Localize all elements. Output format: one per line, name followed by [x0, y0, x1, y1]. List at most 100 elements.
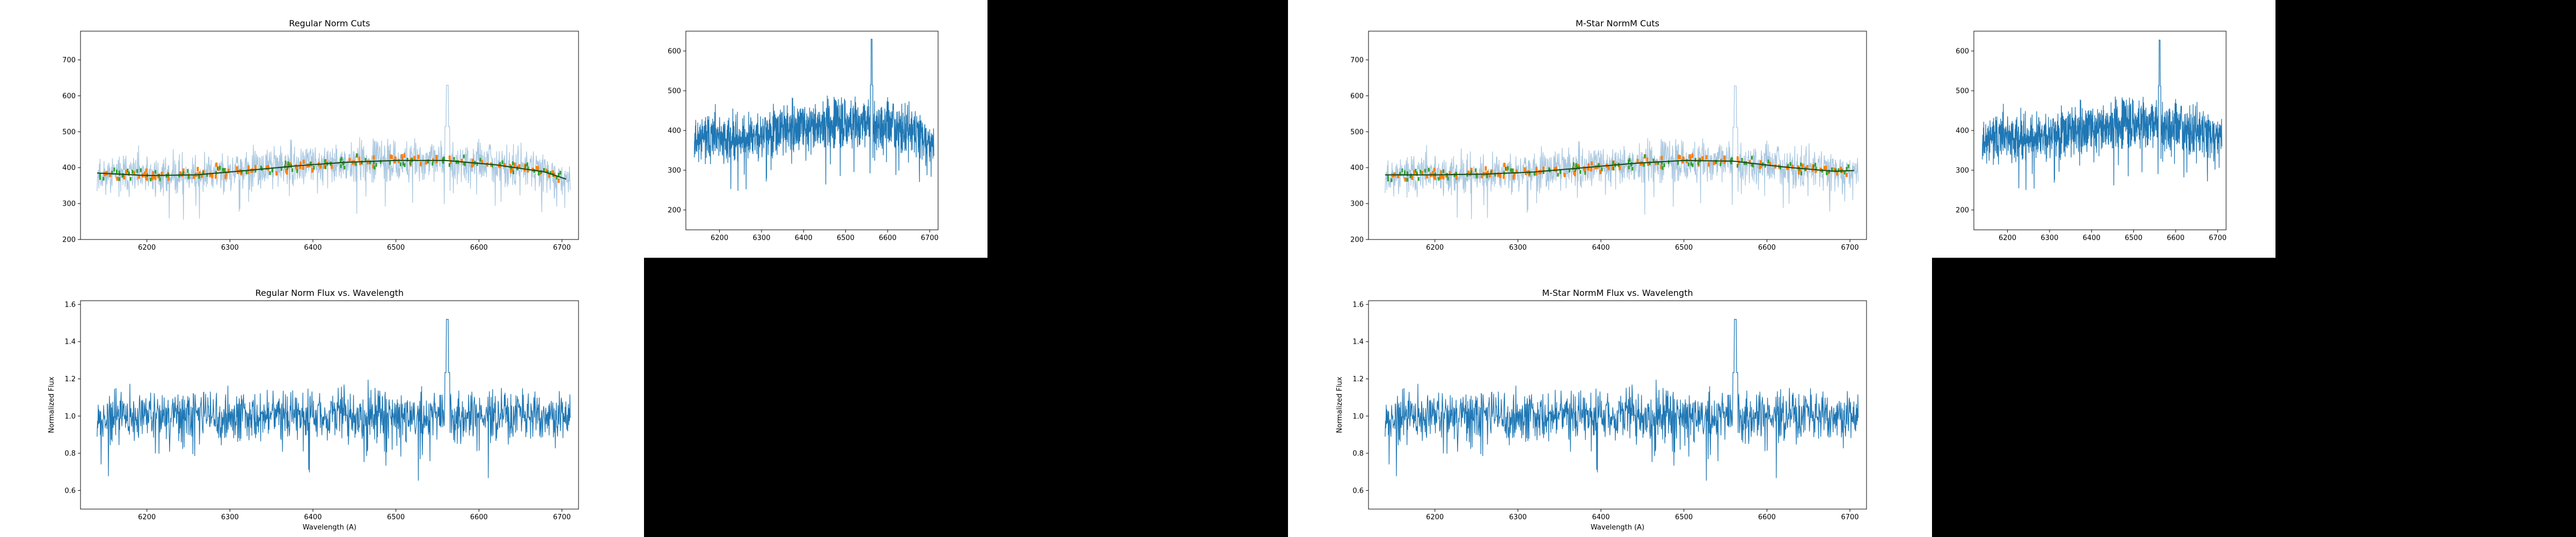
- regular-cuts-fit-point-69: [159, 177, 161, 182]
- regular-cuts-cut-point-139: [526, 168, 529, 173]
- regular-cuts-cut-point-111: [193, 175, 195, 179]
- mstar-cuts-cut-point-9: [1554, 167, 1556, 172]
- regular-flux-ytick-label-3: 1.2: [64, 375, 76, 383]
- regular-flux-xtick-label-5: 6700: [553, 513, 571, 521]
- mstar-flux-ylabel: Normalized Flux: [1336, 376, 1344, 433]
- mstar-cuts-cut-point-30: [1470, 168, 1473, 172]
- mstar-cuts-ytick-label-3: 500: [1350, 128, 1364, 136]
- regular-cuts-fit-point-109: [543, 168, 545, 172]
- mstar-cuts-cut-point-32: [1503, 163, 1506, 168]
- regular-cuts-cut-point-70: [389, 154, 392, 159]
- regular-cuts-cut-point-24: [299, 164, 302, 169]
- regular-cuts-cut-point-108: [394, 156, 397, 161]
- regular-cuts-fit-point-29: [136, 169, 138, 173]
- mstar-cuts-fit-point-30: [1612, 161, 1614, 165]
- mstar-cuts-cut-point-67: [1769, 162, 1772, 166]
- regular-cuts-fit-point-77: [513, 170, 515, 175]
- mstar-cuts-fit-point-77: [1801, 171, 1803, 176]
- regular-cuts-cut-point-20: [224, 175, 227, 179]
- mstar-cuts-fit-point-98: [1574, 168, 1576, 172]
- regular-cuts-xtick-label-0: 6200: [138, 244, 156, 252]
- regular-cuts-fit-point-113: [373, 160, 375, 164]
- mstar-flux-xtick-label-0: 6200: [1426, 513, 1444, 521]
- mstar-cuts-cut-point-92: [1689, 156, 1692, 161]
- mstar-cuts-fit-point-92: [1579, 170, 1582, 174]
- regular-flux-xtick-label-1: 6300: [221, 513, 239, 521]
- mstar-cuts-cut-point-0: [1497, 172, 1499, 177]
- mstar-raw-ytick-label-0: 200: [1956, 207, 1969, 215]
- mstar-cuts-fit-point-29: [1424, 169, 1426, 173]
- mstar-cuts-cut-point-33: [1660, 164, 1663, 169]
- mstar-cuts-xtick-label-3: 6500: [1675, 244, 1693, 252]
- mstar-cuts-fit-point-99: [1630, 163, 1632, 167]
- mstar-cuts-fit-point-32: [1428, 168, 1430, 172]
- regular-cuts-fit-point-66: [216, 166, 218, 171]
- mstar-cuts-fit-point-110: [1751, 156, 1753, 160]
- regular-cuts-cut-point-59: [514, 162, 516, 167]
- regular-cuts-cut-point-78: [250, 169, 253, 173]
- regular-cuts-xtick-label-5: 6700: [553, 244, 571, 252]
- mstar-cuts-fit-point-60: [1789, 162, 1791, 166]
- mstar-cuts-fit-point-86: [1559, 170, 1561, 174]
- regular-flux-ytick-label-2: 1.0: [64, 412, 76, 420]
- regular-cuts-cut-point-133: [267, 165, 270, 170]
- mstar-cuts-fit-point-40: [1657, 161, 1659, 165]
- mstar-cuts-cut-point-10: [1691, 153, 1694, 158]
- mstar-cuts-fit-point-42: [1687, 162, 1689, 166]
- regular-cuts-fit-point-47: [499, 162, 501, 166]
- mstar-raw-ytick-label-3: 500: [1956, 88, 1969, 96]
- mstar-cuts-fit-point-102: [1406, 178, 1408, 182]
- mstar-cuts-fit-point-84: [1628, 159, 1630, 163]
- mstar-cuts-fit-point-68: [1419, 170, 1422, 174]
- mstar-raw-xtick-label-1: 6300: [2040, 234, 2058, 242]
- mstar-cuts-fit-point-113: [1661, 161, 1663, 165]
- mstar-cuts-cut-point-91: [1535, 171, 1538, 176]
- mstar-cuts-cut-point-18: [1421, 171, 1424, 176]
- regular-raw-xtick-label-5: 6700: [921, 234, 939, 242]
- regular-cuts-cut-point-105: [145, 176, 148, 181]
- regular-cuts-cut-point-39: [537, 166, 539, 171]
- regular-cuts-fit-point-55: [479, 158, 481, 162]
- regular-flux-ytick-label-1: 0.8: [64, 450, 76, 458]
- regular-cuts-fit-point-12: [550, 171, 552, 175]
- regular-cuts-cut-point-121: [435, 155, 438, 159]
- regular-cuts-xtick-label-2: 6400: [304, 244, 322, 252]
- regular-cuts-fit-point-90: [427, 159, 429, 163]
- regular-cuts-fit-point-56: [111, 171, 113, 175]
- mstar-cuts-cut-point-73: [1484, 166, 1487, 171]
- regular-cuts-cut-point-116: [151, 175, 154, 179]
- regular-cuts-fit-point-60: [501, 160, 503, 164]
- regular-cuts-cut-point-19: [471, 163, 473, 168]
- regular-cuts-fit-point-54: [526, 162, 529, 166]
- mstar-cuts-cut-point-84: [1525, 171, 1527, 176]
- regular-cuts-cut-point-61: [211, 173, 214, 178]
- regular-cuts-fit-point-5: [116, 169, 118, 173]
- regular-cuts-cut-point-103: [391, 155, 393, 159]
- regular-cuts-fit-point-102: [118, 177, 120, 182]
- mstar-cuts-fit-point-18: [1470, 170, 1473, 175]
- regular-raw-ytick-label-2: 400: [668, 127, 681, 135]
- regular-cuts-fit-point-112: [492, 163, 494, 168]
- mstar-cuts-cut-point-47: [1705, 155, 1708, 159]
- mstar-cuts-cut-point-89: [1823, 165, 1826, 170]
- regular-cuts-fit-point-46: [155, 170, 157, 174]
- mstar-cuts-cut-point-61: [1499, 173, 1502, 178]
- mstar-cuts-fit-point-82: [1387, 175, 1389, 179]
- mstar-cuts-cut-point-60: [1737, 160, 1740, 165]
- mstar-cuts-fit-point-106: [1649, 161, 1651, 165]
- regular-cuts-fit-point-34: [356, 153, 358, 157]
- mstar-flux-ytick-label-1: 0.8: [1352, 450, 1364, 458]
- mstar-cuts-cut-point-83: [1577, 164, 1579, 169]
- mstar-cuts-fit-point-94: [1557, 172, 1559, 177]
- regular-cuts-fit-point-87: [254, 169, 257, 173]
- regular-cuts-cut-point-65: [275, 171, 278, 176]
- regular-cuts-cut-point-45: [471, 158, 474, 163]
- mstar-cuts-cut-point-117: [1441, 174, 1444, 179]
- mstar-raw-xtick-label-3: 6500: [2125, 234, 2142, 242]
- mstar-cuts-fit-point-38: [1843, 170, 1846, 175]
- mstar-cuts-fit-point-55: [1767, 159, 1769, 164]
- regular-cuts-cut-point-127: [352, 160, 354, 165]
- mstar-cuts-fit-point-101: [1812, 164, 1814, 169]
- regular-cuts-cut-point-31: [358, 156, 361, 161]
- regular-cuts-cut-point-46: [167, 176, 170, 181]
